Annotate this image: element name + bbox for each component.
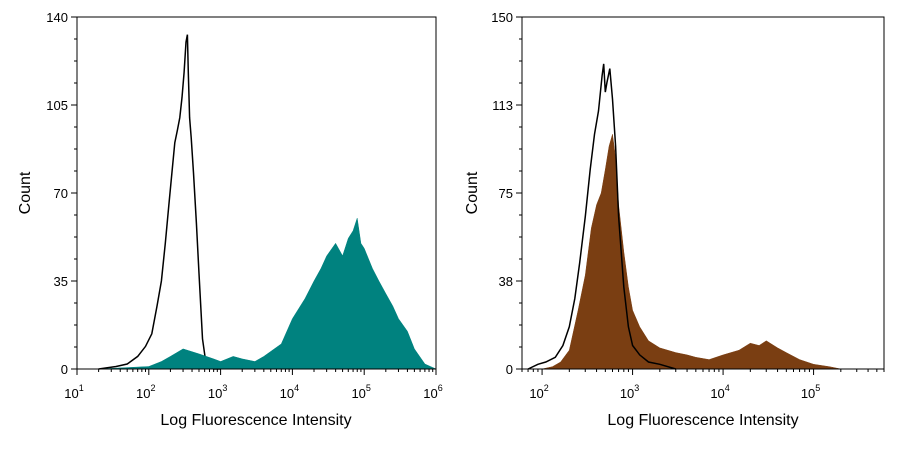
y-tick-label: 75 [499,186,513,201]
y-axis-title: Count [464,171,481,214]
plot-frame [521,16,885,370]
x-tick-label: 105 [801,383,820,401]
x-tick-label: 102 [529,383,548,401]
histogram-panel-left: 0 35 70 105 140 101 102 103 104 105 106 Log Fluores… [17,10,443,429]
x-tick-label: 103 [620,383,639,401]
x-tick-label: 105 [351,383,370,401]
y-tick-label: 113 [492,98,513,113]
y-tick-label: 0 [506,362,513,377]
series-0-1-filled-histogram [98,218,437,370]
y-tick-label: 140 [46,10,68,25]
y-tick-label: 0 [61,362,68,377]
y-tick-label: 35 [54,274,68,289]
series-1-0-filled-histogram [542,134,841,370]
x-tick-label: 104 [710,383,729,401]
x-tick-label: 101 [64,383,83,401]
y-tick-label: 150 [491,10,513,25]
x-tick-label: 103 [208,383,227,401]
y-axis-title: Count [17,171,34,214]
y-tick-label: 38 [499,274,513,289]
y-tick-label: 105 [46,98,68,113]
y-tick-label: 70 [54,186,68,201]
x-axis-title: Log Fluorescence Intensity [160,412,351,429]
series-1-1-outline-histogram [527,63,677,370]
series-0-0-outline-histogram [98,34,221,370]
x-tick-label: 106 [423,383,442,401]
x-axis-title: Log Fluorescence Intensity [607,412,798,429]
x-tick-label: 102 [136,383,155,401]
x-tick-label: 104 [280,383,299,401]
